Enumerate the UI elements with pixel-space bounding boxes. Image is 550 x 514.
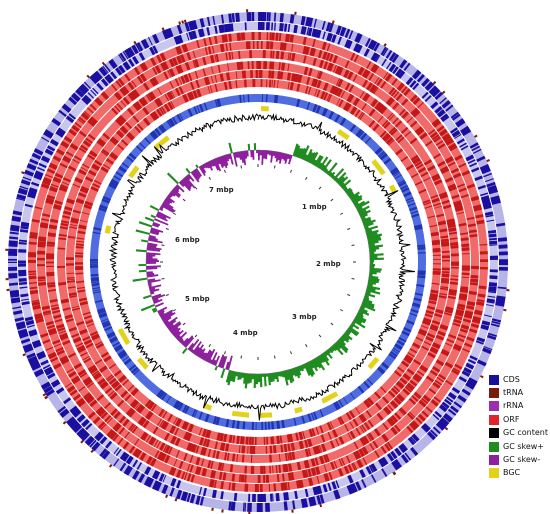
scale-tick — [161, 278, 165, 280]
scale-tick — [290, 351, 292, 355]
legend-label: BGC — [503, 468, 521, 478]
scale-label-2mbp: 2 mbp — [316, 260, 341, 268]
legend-item-cds: CDS — [489, 373, 548, 386]
bgc-segment — [371, 159, 386, 176]
scale-tick — [165, 294, 169, 296]
bgc-segment — [321, 391, 339, 404]
legend-item-gc-content: GC content — [489, 427, 548, 440]
scale-label-1mbp: 1 mbp — [302, 203, 327, 211]
legend-label: ORF — [503, 414, 520, 424]
scale-tick — [347, 294, 351, 296]
scale-label-6mbp: 6 mbp — [175, 236, 200, 244]
gc-skew-negative — [146, 150, 293, 371]
scale-tick — [172, 212, 176, 215]
gc-skew-positive — [132, 142, 384, 389]
gc-content-line — [108, 112, 416, 421]
scale-ticks — [160, 164, 356, 360]
scale-tick — [161, 244, 165, 246]
scale-tick — [224, 169, 226, 173]
scale-tick — [208, 176, 211, 180]
bgc-segment — [203, 403, 213, 411]
scale-tick — [347, 228, 351, 230]
bgc-segment — [104, 225, 112, 234]
feature-rings — [5, 9, 510, 514]
scale-tick — [240, 355, 242, 359]
legend-item-gc-skew-minus: GC skew- — [489, 453, 548, 466]
scale-tick — [194, 334, 198, 338]
legend-item-orf: ORF — [489, 413, 548, 426]
bgc-segment — [294, 406, 303, 414]
scale-tick — [290, 169, 292, 173]
bgc-segment — [259, 412, 273, 418]
legend-swatch — [489, 414, 499, 425]
bgc-segment — [231, 410, 250, 418]
scale-tick — [318, 334, 322, 338]
scale-tick — [208, 344, 211, 348]
legend-swatch — [489, 401, 499, 412]
legend-label: GC skew- — [503, 455, 541, 465]
legend-swatch — [489, 428, 499, 439]
legend-item-rrna: rRNA — [489, 400, 548, 413]
bgc-segment — [128, 165, 140, 179]
scale-labels: 1 mbp 2 mbp 3 mbp 4 mbp 5 mbp 6 mbp 7 mb… — [175, 186, 341, 337]
scale-tick — [165, 228, 169, 230]
scale-tick — [182, 198, 186, 202]
legend: CDS tRNA rRNA ORF GC content GC skew+ GC… — [489, 373, 548, 480]
bgc-segment — [336, 129, 350, 140]
gc-content-track — [108, 112, 416, 421]
scale-tick — [274, 355, 276, 359]
scale-tick — [182, 322, 186, 326]
legend-label: rRNA — [503, 401, 524, 411]
bgc-segment — [153, 135, 170, 150]
scale-tick — [330, 198, 334, 202]
scale-label-4mbp: 4 mbp — [233, 329, 258, 337]
gc-skew-baseline — [145, 149, 371, 375]
scale-tick — [330, 322, 334, 326]
scale-tick — [305, 344, 308, 348]
scale-tick — [305, 176, 308, 180]
legend-item-gc-skew-plus: GC skew+ — [489, 440, 548, 453]
scale-tick — [351, 244, 355, 246]
orf-ring-5 — [66, 70, 450, 454]
legend-swatch — [489, 374, 499, 385]
bgc-segment — [367, 356, 380, 370]
bgc-segment — [388, 184, 398, 194]
legend-label: GC content — [503, 428, 548, 438]
legend-swatch — [489, 388, 499, 399]
scale-tick — [240, 165, 242, 169]
legend-item-trna: tRNA — [489, 386, 548, 399]
orf-ring-6 — [75, 79, 441, 445]
legend-swatch — [489, 468, 499, 479]
bgc-segment — [117, 328, 131, 346]
legend-swatch — [489, 455, 499, 466]
scale-tick — [318, 186, 322, 190]
bgc-segment — [136, 357, 149, 370]
scale-tick — [194, 186, 198, 190]
legend-label: tRNA — [503, 388, 524, 398]
scale-tick — [340, 309, 344, 312]
scale-tick — [274, 165, 276, 169]
scale-tick — [224, 351, 226, 355]
legend-swatch — [489, 441, 499, 452]
legend-label: GC skew+ — [503, 441, 545, 451]
scale-tick — [172, 309, 176, 312]
scale-label-5mbp: 5 mbp — [185, 295, 210, 303]
legend-item-bgc: BGC — [489, 467, 548, 480]
scale-tick — [340, 212, 344, 215]
scale-label-3mbp: 3 mbp — [292, 313, 317, 321]
scale-tick — [351, 278, 355, 280]
bgc-segment — [261, 106, 269, 112]
bgc-track — [104, 106, 398, 418]
gc-skew-track — [132, 142, 384, 389]
scale-label-7mbp: 7 mbp — [209, 186, 234, 194]
legend-label: CDS — [503, 374, 520, 384]
